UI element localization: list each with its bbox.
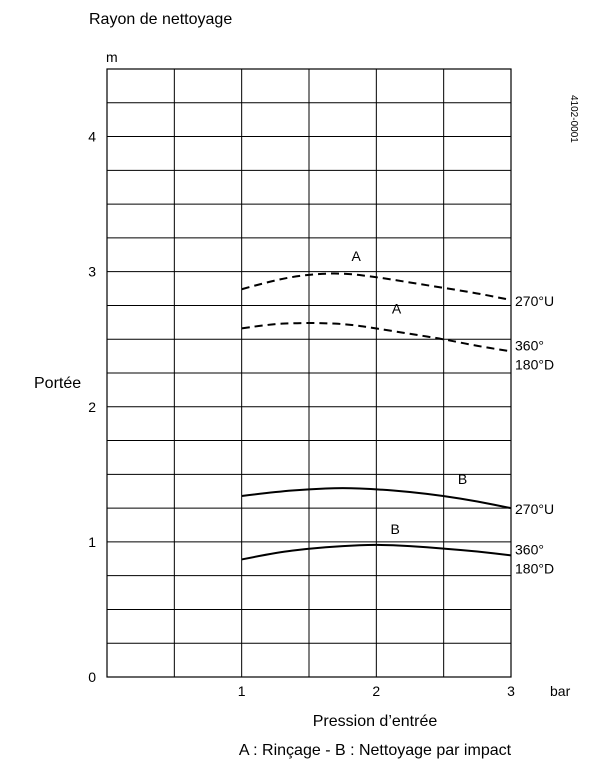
curve-end-label: 180°D — [515, 560, 554, 576]
curve-end-label: 270°U — [515, 501, 554, 517]
curve-a-1 — [241, 272, 512, 302]
curve-end-label: 180°D — [515, 356, 554, 372]
grid — [106, 68, 512, 678]
curve-b-4 — [241, 543, 512, 561]
figure-code: 4102-0001 — [568, 95, 579, 143]
curve-letter-label: A — [392, 301, 402, 317]
y-unit-label: m — [106, 49, 118, 65]
curve-letter-label: A — [351, 248, 361, 264]
x-tick-label: 3 — [507, 683, 515, 699]
x-unit-label: bar — [550, 683, 571, 699]
curves: 270°U 360° 180°D 270°U 360° 180°D — [241, 272, 554, 576]
curve-b-3 — [241, 487, 512, 510]
y-tick-label: 4 — [88, 129, 96, 145]
curve-letter-label: B — [391, 521, 400, 537]
curve-letter-label: B — [458, 471, 467, 487]
x-tick-label: 1 — [238, 683, 246, 699]
plot-frame — [106, 68, 512, 678]
y-tick-label: 1 — [88, 534, 96, 550]
chart-caption: A : Rinçage - B : Nettoyage par impact — [239, 742, 512, 759]
y-tick-label: 3 — [88, 264, 96, 280]
curve-end-label: 360° — [515, 337, 544, 353]
y-axis-title: Portée — [34, 375, 81, 392]
curve-end-label: 270°U — [515, 293, 554, 309]
curve-labels: A A B B — [351, 248, 467, 537]
ticks: 1 2 3 0 1 2 3 4 — [88, 129, 515, 699]
x-tick-label: 2 — [372, 683, 380, 699]
y-tick-label: 0 — [88, 669, 96, 685]
y-tick-label: 2 — [88, 399, 96, 415]
x-axis-title: Pression d’entrée — [313, 713, 438, 730]
chart-title: Rayon de nettoyage — [89, 11, 232, 28]
curve-end-label: 360° — [515, 541, 544, 557]
curve-a-2 — [241, 322, 512, 353]
